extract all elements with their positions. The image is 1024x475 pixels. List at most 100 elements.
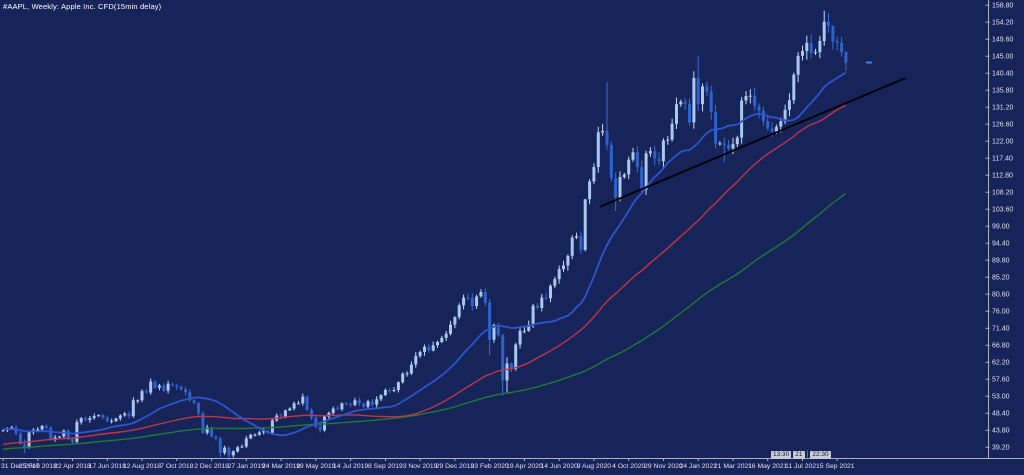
candle-up — [562, 265, 565, 270]
candle-down — [370, 401, 374, 405]
candle-down — [770, 128, 774, 132]
candle-up — [110, 421, 114, 422]
candle-up — [748, 95, 752, 97]
chart-title: #AAPL, Weekly: Apple Inc. CFD(15min dela… — [3, 2, 162, 11]
candle-down — [722, 143, 726, 145]
price-tick-label: 57.60 — [992, 377, 1010, 384]
candle-up — [79, 418, 83, 423]
candle-down — [496, 324, 500, 336]
candle-up — [423, 346, 426, 352]
candle-down — [175, 385, 179, 387]
candle-down — [683, 101, 687, 104]
price-tick-label: 43.80 — [992, 428, 1010, 435]
candle-up — [783, 109, 787, 122]
session-time-chips: 13:30 21 | 22:30 — [771, 450, 831, 459]
date-tick-label: 19 Apr 2020 — [506, 463, 543, 470]
price-tick-label: 76.00 — [992, 309, 1010, 316]
candle-down — [835, 41, 839, 43]
candle-down — [427, 346, 431, 351]
session-chip[interactable]: 21 — [793, 450, 805, 459]
candle-up — [527, 324, 531, 331]
date-tick-label: 29 Dec 2019 — [436, 463, 475, 470]
candle-up — [822, 21, 826, 41]
date-tick-label: 14 Jun 2020 — [540, 463, 578, 470]
candle-down — [827, 21, 830, 26]
candle-down — [14, 427, 18, 434]
candle-up — [340, 403, 344, 410]
candle-up — [475, 296, 479, 307]
candle-down — [488, 302, 492, 340]
price-tick-label: 122.00 — [992, 139, 1014, 146]
candle-down — [614, 178, 618, 198]
session-chip[interactable]: 13:30 — [771, 450, 792, 459]
candle-up — [557, 269, 561, 280]
candle-down — [657, 158, 661, 162]
candle-up — [670, 123, 674, 140]
date-tick-label: 14 Jul 2019 — [333, 463, 368, 470]
candle-down — [362, 403, 366, 407]
candle-up — [661, 140, 665, 162]
trendline-object[interactable] — [599, 77, 906, 208]
candle-down — [171, 383, 174, 386]
candle-up — [492, 324, 496, 340]
candle-up — [701, 86, 704, 105]
candle-up — [718, 143, 722, 145]
candle-up — [257, 432, 261, 435]
candle-up — [10, 427, 14, 429]
candle-up — [583, 199, 587, 250]
price-tick-label: 154.20 — [992, 20, 1014, 27]
candle-up — [301, 396, 305, 404]
candle-up — [796, 55, 800, 75]
candle-up — [479, 292, 483, 297]
candle-up — [540, 297, 544, 308]
candle-up — [414, 356, 418, 365]
date-tick-label: 22 Apr 2018 — [54, 463, 91, 470]
date-tick-label: 17 Jun 2018 — [89, 463, 127, 470]
candle-down — [544, 297, 548, 299]
date-tick-label: 29 Nov 2020 — [644, 463, 683, 470]
date-tick-label: 23 Feb 2020 — [471, 463, 509, 470]
date-tick-label: 31 Dec 2017 — [1, 463, 40, 470]
candle-up — [231, 451, 235, 456]
candle-up — [444, 333, 448, 338]
candle-down — [757, 106, 761, 111]
candle-down — [314, 417, 318, 427]
candle-down — [466, 297, 470, 299]
candle-down — [705, 86, 709, 92]
price-tick-label: 126.60 — [992, 122, 1014, 129]
candle-up — [553, 279, 557, 286]
candle-down — [727, 144, 731, 149]
candle-up — [62, 430, 66, 437]
candle-down — [188, 392, 192, 401]
candle-down — [357, 400, 361, 404]
candle-up — [679, 101, 683, 105]
date-tick-label: 5 Sep 2021 — [820, 463, 855, 470]
candle-down — [831, 25, 835, 42]
date-tick-label: 4 Oct 2020 — [612, 463, 645, 470]
price-tick-label: 145.00 — [992, 54, 1014, 61]
candle-down — [227, 447, 231, 456]
price-tick-label: 85.20 — [992, 275, 1010, 282]
candle-up — [787, 100, 791, 110]
session-chip[interactable]: 22:30 — [810, 450, 831, 459]
candle-up — [88, 418, 92, 420]
candle-down — [18, 433, 22, 444]
candle-up — [27, 432, 31, 448]
candle-up — [123, 413, 127, 416]
candle-up — [601, 130, 605, 133]
candle-down — [192, 400, 196, 404]
candle-down — [210, 427, 214, 437]
candle-down — [844, 52, 848, 63]
date-tick-label: 7 Oct 2018 — [160, 463, 193, 470]
chip-divider: | — [806, 451, 809, 458]
candle-up — [505, 363, 509, 381]
candle-down — [483, 292, 487, 303]
candle-up — [75, 422, 79, 443]
price-tick-label: 89.80 — [992, 258, 1010, 265]
candle-down — [101, 415, 105, 418]
candle-up — [36, 429, 40, 431]
price-tick-label: 140.40 — [992, 71, 1014, 78]
candle-down — [318, 426, 322, 431]
